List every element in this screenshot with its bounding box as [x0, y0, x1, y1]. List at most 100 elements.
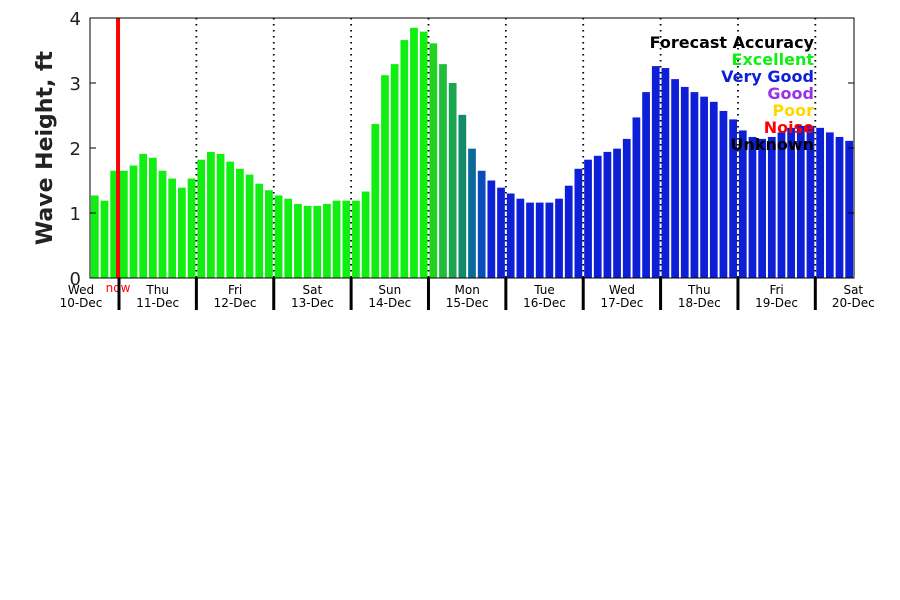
bar — [709, 101, 718, 278]
day-name-label: Sat — [303, 283, 323, 297]
day-date-label: 13-Dec — [291, 296, 334, 310]
bar — [323, 203, 331, 278]
bar — [419, 31, 428, 279]
bar — [555, 198, 563, 278]
day-date-label: 20-Dec — [832, 296, 875, 310]
y-tick-label: 2 — [70, 139, 81, 160]
day-name-label: Fri — [769, 283, 783, 297]
bar — [632, 117, 641, 278]
legend-entry: Very Good — [721, 67, 814, 86]
legend-title: Forecast Accuracy — [650, 33, 815, 52]
bar — [729, 119, 737, 279]
bar — [545, 202, 554, 278]
bar — [622, 138, 631, 278]
day-date-label: 14-Dec — [368, 296, 411, 310]
bar — [110, 170, 119, 278]
day-date-label: 12-Dec — [214, 296, 257, 310]
legend-entry: Noise — [764, 118, 814, 137]
day-name-label: Thu — [145, 283, 169, 297]
bar — [584, 159, 592, 278]
bar — [700, 96, 708, 279]
bar — [371, 123, 380, 278]
bar — [90, 195, 99, 278]
bar — [187, 178, 196, 278]
bar — [845, 140, 854, 278]
bar — [574, 168, 583, 278]
day-name-label: Sat — [843, 283, 863, 297]
bar — [284, 198, 293, 278]
bar — [381, 75, 389, 278]
bar — [148, 157, 157, 278]
y-tick-label: 0 — [70, 269, 81, 290]
bar — [613, 148, 621, 278]
bar — [178, 187, 186, 278]
bar — [468, 148, 476, 278]
bar — [564, 185, 573, 278]
y-axis: 0 1 2 3 4 — [70, 9, 854, 290]
bar — [796, 125, 805, 279]
bar — [787, 127, 796, 278]
day-date-label: 19-Dec — [755, 296, 798, 310]
bar — [332, 200, 341, 278]
bar — [236, 168, 244, 278]
bar — [535, 202, 544, 278]
y-axis-label: Wave Height, ft — [33, 50, 58, 245]
day-name-label: Wed — [68, 283, 94, 297]
bar — [593, 155, 602, 278]
bar — [835, 136, 844, 278]
bar — [448, 83, 457, 278]
bar — [400, 40, 409, 278]
bar — [825, 132, 834, 278]
bar — [139, 153, 148, 278]
day-date-label: 15-Dec — [446, 296, 489, 310]
bar — [458, 114, 467, 278]
day-date-label: 16-Dec — [523, 296, 566, 310]
bar-series — [90, 27, 854, 279]
bar — [816, 127, 825, 278]
day-name-label: Wed — [609, 283, 635, 297]
bar — [197, 159, 206, 278]
bar — [738, 130, 747, 278]
bar — [506, 193, 515, 278]
bar — [603, 151, 612, 278]
day-date-label: 11-Dec — [136, 296, 179, 310]
day-name-label: Thu — [687, 283, 711, 297]
bar — [207, 151, 215, 278]
bar — [429, 43, 438, 278]
day-name-label: Sun — [378, 283, 401, 297]
bar — [216, 153, 225, 278]
bar — [274, 195, 283, 278]
legend-entry: Good — [767, 84, 814, 103]
bar — [758, 138, 766, 278]
day-date-label: 17-Dec — [600, 296, 643, 310]
day-name-label: Tue — [533, 283, 555, 297]
bar — [158, 170, 167, 278]
bar — [439, 64, 447, 279]
x-axis: Wed10-DecThu11-DecFri12-DecSat13-DecSun1… — [60, 278, 875, 310]
legend-entry: Excellent — [732, 50, 815, 69]
bar — [777, 132, 786, 278]
day-date-label: 10-Dec — [60, 296, 103, 310]
bar — [526, 202, 534, 278]
bar — [497, 187, 505, 278]
day-name-label: Fri — [228, 283, 242, 297]
y-tick-label: 1 — [70, 204, 81, 225]
bar — [410, 27, 418, 278]
bar — [119, 170, 128, 278]
bar — [748, 136, 757, 278]
y-tick-label: 3 — [70, 74, 81, 95]
bar — [226, 161, 235, 278]
legend-entry: Poor — [772, 101, 814, 120]
bar — [719, 110, 728, 278]
bar — [671, 79, 679, 278]
bar — [303, 205, 312, 278]
bar — [651, 66, 660, 278]
day-name-label: Mon — [455, 283, 480, 297]
bar — [313, 205, 322, 278]
bar — [265, 190, 273, 278]
bar — [390, 64, 399, 279]
bar — [487, 180, 496, 278]
bar — [361, 191, 370, 278]
